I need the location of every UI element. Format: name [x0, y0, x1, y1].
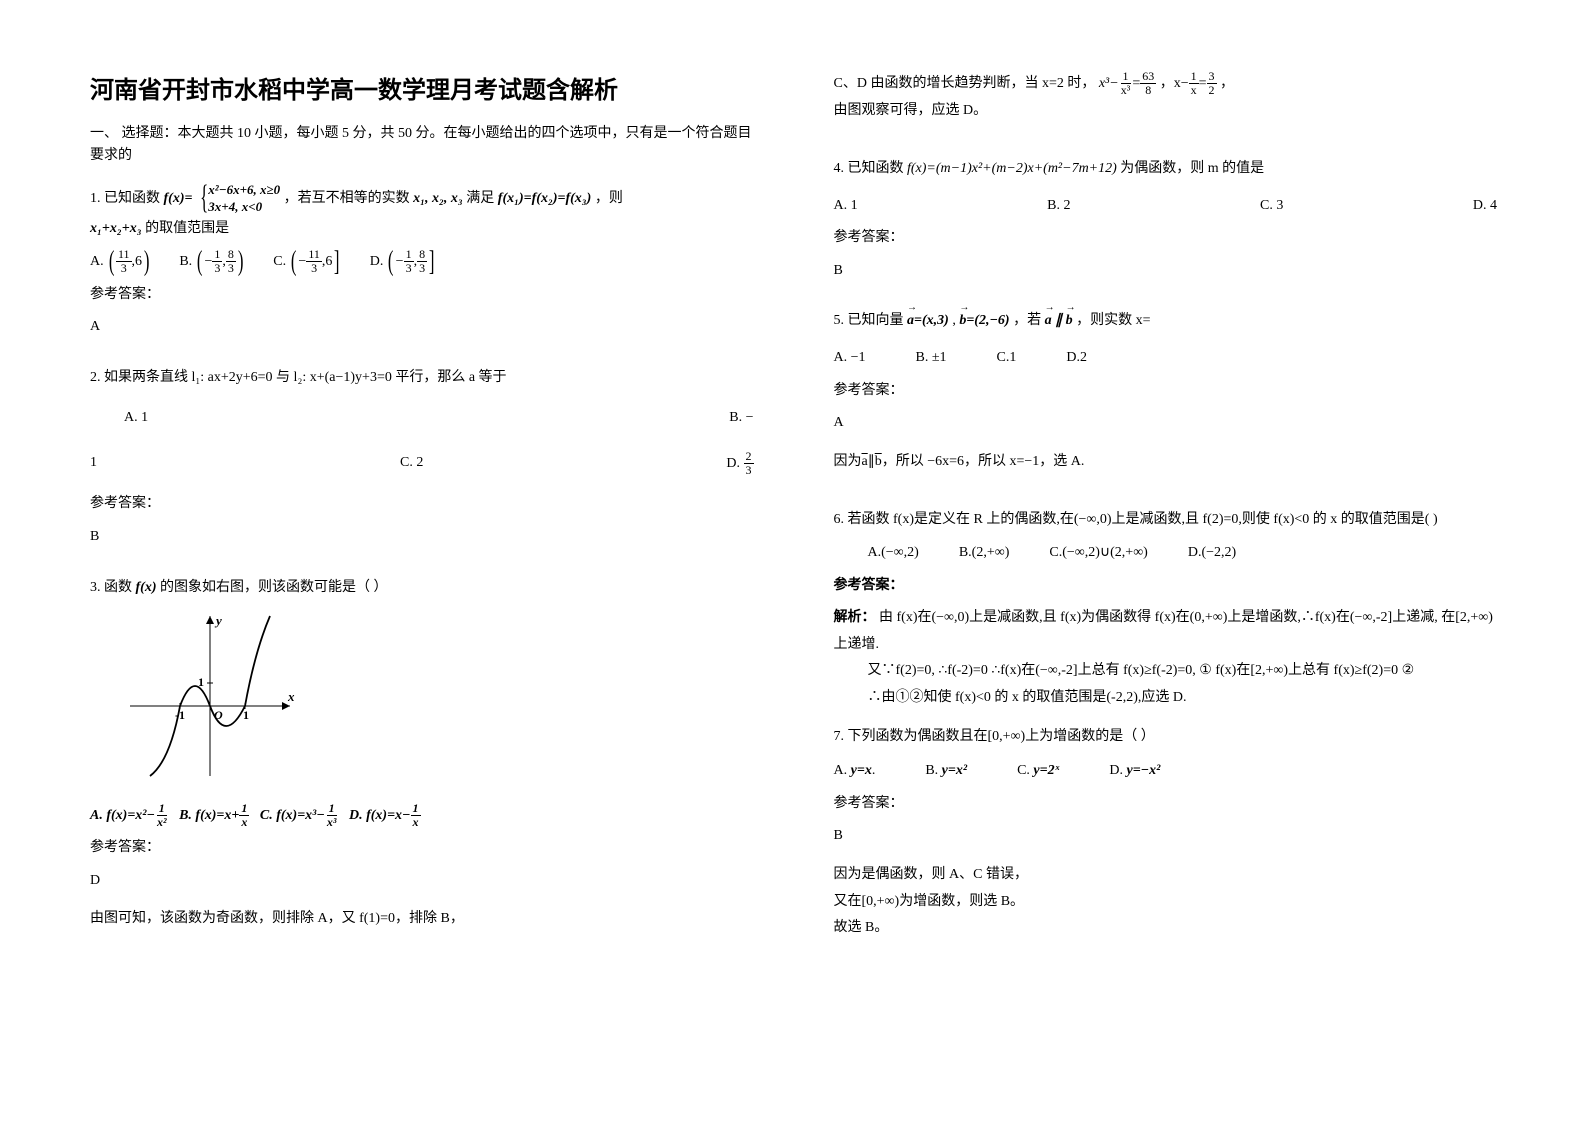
q2-optB: B. − — [729, 405, 753, 432]
question-4: 4. 已知函数 f(x)=(m−1)x²+(m−2)x+(m²−7m+12) 为… — [834, 156, 1498, 296]
q7-text: 7. 下列函数为偶函数且在[0,+∞)上为增函数的是（ ） — [834, 724, 1498, 751]
page-title: 河南省开封市水稻中学高一数学理月考试题含解析 — [90, 70, 754, 105]
question-3: 3. 函数 f(x) 的图象如右图，则该函数可能是（ ） y x O -1 1 … — [90, 575, 754, 933]
q3-prefix: 3. 函数 — [90, 580, 132, 595]
q2-optA: A. 1 — [124, 405, 148, 432]
q7-answer-label: 参考答案： — [834, 791, 1498, 818]
q3-expl1: 由图可知，该函数为奇函数，则排除 A，又 f(1)=0，排除 B， — [90, 906, 754, 933]
q7-optB: B. y=x² — [925, 758, 967, 785]
q4-tail: 为偶函数，则 m 的值是 — [1120, 161, 1264, 176]
q1-eq: f(x₁)=f(x₂)=f(x₃) — [498, 191, 592, 206]
q3-graph: y x O -1 1 1 — [120, 611, 754, 792]
q5-optD: D.2 — [1066, 345, 1087, 372]
q5-a: a=(x,3) — [907, 313, 949, 328]
q3-answer: D — [90, 868, 754, 895]
q5-optC: C.1 — [997, 345, 1017, 372]
q7-answer: B — [834, 823, 1498, 850]
q7-expl1: 因为是偶函数，则 A、C 错误， — [834, 862, 1498, 889]
q5-prefix: 5. 已知向量 — [834, 313, 904, 328]
q1-range: x₁+x₂+x₃ — [90, 221, 142, 236]
q2-text: 2. 如果两条直线 l₁: ax+2y+6=0 与 l₂: x+(a−1)y+3… — [90, 365, 754, 392]
q5-answer: A — [834, 410, 1498, 437]
q3-tail: 的图象如右图，则该函数可能是（ ） — [160, 580, 388, 595]
q4-answer-label: 参考答案： — [834, 225, 1498, 252]
q7-expl2: 又在[0,+∞)为增函数，则选 B。 — [834, 889, 1498, 916]
q6-expl: 解析： 由 f(x)在(−∞,0)上是减函数,且 f(x)为偶函数得 f(x)在… — [834, 605, 1498, 658]
q3-options: A. f(x)=x²−1x² B. f(x)=x+1x C. f(x)=x³−1… — [90, 802, 754, 830]
q6-expl2: 又∵f(2)=0, ∴f(-2)=0 ∴f(x)在(−∞,-2]上总有 f(x)… — [868, 658, 1498, 685]
question-2: 2. 如果两条直线 l₁: ax+2y+6=0 与 l₂: x+(a−1)y+3… — [90, 365, 754, 563]
q1-optD: D. ( −13 ,83 ] — [370, 248, 437, 275]
q6-answer-label: 参考答案： — [834, 573, 1498, 600]
svg-text:y: y — [214, 613, 222, 628]
q1-optC: C. ( −113 ,6 ] — [273, 248, 341, 275]
q1-piecewise: { x²−6x+6, x≥0 3x+4, x<0 — [196, 182, 280, 216]
q5-b: b=(2,−6) — [959, 313, 1009, 328]
q6-optA: A.(−∞,2) — [868, 540, 919, 567]
q4-optB: B. 2 — [1047, 193, 1070, 220]
q6-text: 6. 若函数 f(x)是定义在 R 上的偶函数,在(−∞,0)上是减函数,且 f… — [834, 507, 1498, 534]
q1-fn-label: f(x)= — [164, 191, 193, 206]
q4-answer: B — [834, 258, 1498, 285]
question-7: 7. 下列函数为偶函数且在[0,+∞)上为增函数的是（ ） A. y=x. B.… — [834, 724, 1498, 942]
q3-fx: f(x) — [136, 580, 157, 595]
q1-prefix: 1. 已知函数 — [90, 191, 160, 206]
q2-optD: D. 23 — [726, 450, 753, 478]
q4-fn: f(x)=(m−1)x²+(m−2)x+(m²−7m+12) — [907, 161, 1117, 176]
q7-optA: A. y=x. — [834, 758, 876, 785]
q4-optA: A. 1 — [834, 193, 858, 220]
q2-optC: C. 2 — [400, 450, 423, 478]
q1-answer-label: 参考答案： — [90, 282, 754, 309]
q4-optD: D. 4 — [1473, 193, 1497, 220]
q5-expl: 因为a∥b，所以 −6x=6，所以 x=−1，选 A. — [834, 449, 1498, 476]
q7-optD: D. y=−x² — [1109, 758, 1160, 785]
q3r-pre: C、D 由函数的增长趋势判断，当 x=2 时， — [834, 76, 1096, 91]
q1-answer: A — [90, 314, 754, 341]
q1-range-tail: 的取值范围是 — [145, 221, 229, 236]
q1-tail: ，则 — [595, 191, 623, 206]
q6-optB: B.(2,+∞) — [959, 540, 1010, 567]
q3r-expl3: 由图观察可得，应选 D。 — [834, 98, 1498, 125]
q7-expl3: 故选 B。 — [834, 915, 1498, 942]
q1-xs: x₁, x₂, x₃ — [413, 191, 463, 206]
left-column: 河南省开封市水稻中学高一数学理月考试题含解析 一、 选择题：本大题共 10 小题… — [90, 70, 794, 1092]
q4-optC: C. 3 — [1260, 193, 1283, 220]
brace-icon: { — [200, 188, 208, 208]
q1-options: A. ( 113 ,6 ) B. ( −13 ,83 ) C. — [90, 248, 754, 275]
q5-optB: B. ±1 — [916, 345, 947, 372]
q2-answer: B — [90, 524, 754, 551]
right-column: C、D 由函数的增长趋势判断，当 x=2 时， x³−1x³=638 ，x−1x… — [794, 70, 1498, 1092]
q5-ab: a ∥ b — [1045, 313, 1073, 328]
q2-optB2: 1 — [90, 450, 97, 478]
q6-optC: C.(−∞,2)∪(2,+∞) — [1049, 540, 1148, 567]
q6-optD: D.(−2,2) — [1188, 540, 1236, 567]
svg-text:O: O — [214, 708, 223, 722]
question-5: 5. 已知向量 a=(x,3) , b=(2,−6) ，若 a ∥ b ，则实数… — [834, 308, 1498, 475]
q1-piece1: x²−6x+6, x≥0 — [208, 182, 280, 199]
q1-piece2: 3x+4, x<0 — [208, 199, 280, 216]
q3-answer-label: 参考答案： — [90, 835, 754, 862]
question-6: 6. 若函数 f(x)是定义在 R 上的偶函数,在(−∞,0)上是减函数,且 f… — [834, 507, 1498, 711]
svg-text:1: 1 — [243, 708, 249, 722]
q1-satisfy: 满足 — [466, 191, 494, 206]
q4-prefix: 4. 已知函数 — [834, 161, 904, 176]
question-1: 1. 已知函数 f(x)= { x²−6x+6, x≥0 3x+4, x<0 ，… — [90, 182, 754, 353]
q6-expl3: ∴由①②知使 f(x)<0 的 x 的取值范围是(-2,2),应选 D. — [868, 685, 1498, 712]
q1-optB: B. ( −13 ,83 ) — [179, 248, 245, 275]
q5-optA: A. −1 — [834, 345, 866, 372]
q1-optA: A. ( 113 ,6 ) — [90, 248, 151, 275]
q3-continued: C、D 由函数的增长趋势判断，当 x=2 时， x³−1x³=638 ，x−1x… — [834, 70, 1498, 124]
section-header: 一、 选择题：本大题共 10 小题，每小题 5 分，共 50 分。在每小题给出的… — [90, 123, 754, 168]
svg-text:x: x — [287, 689, 295, 704]
q2-answer-label: 参考答案： — [90, 491, 754, 518]
q1-mid: ，若互不相等的实数 — [284, 191, 410, 206]
q5-answer-label: 参考答案： — [834, 378, 1498, 405]
q7-optC: C. y=2ˣ — [1017, 758, 1059, 785]
